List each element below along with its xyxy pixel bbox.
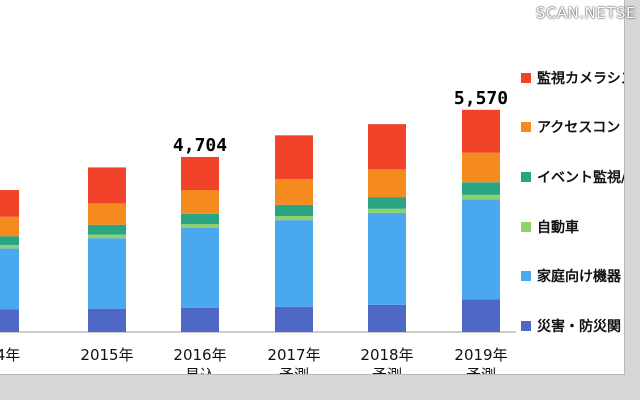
- bar-segment-5-2: [181, 156, 219, 191]
- bar-segment-1-0: [0, 248, 19, 310]
- bar-segment-2-1: [88, 234, 126, 239]
- bar-segment-0-1: [88, 308, 126, 332]
- bar-segment-1-5: [462, 199, 500, 300]
- legend-label-0: 監視カメラシステム: [537, 70, 624, 87]
- bar-segment-0-5: [462, 299, 500, 332]
- bar-segment-5-0: [0, 190, 19, 217]
- bar-segment-1-3: [275, 220, 313, 307]
- x-tick-label-0: 4年: [0, 346, 20, 364]
- x-tick-label-3: 2017年予測: [267, 346, 320, 374]
- legend-label-4: 家庭向け機器: [537, 268, 622, 285]
- bar-segment-5-1: [88, 167, 126, 204]
- x-tick-labels-group: 4年 2015年 2016年見込 2017年予測 2018年予測 2019年予測: [0, 346, 508, 374]
- watermark-text: SCAN.NETSE: [535, 4, 636, 22]
- bar-segment-4-3: [275, 179, 313, 205]
- data-label-1: 5,570: [454, 88, 508, 109]
- bar-segment-2-2: [181, 224, 219, 228]
- bar-segment-4-5: [462, 152, 500, 183]
- bar-segment-5-5: [462, 109, 500, 153]
- bar-segment-0-2: [181, 307, 219, 332]
- bar-segment-2-5: [462, 194, 500, 200]
- bar-segment-0-3: [275, 306, 313, 332]
- bar-segment-4-1: [88, 203, 126, 225]
- legend-label-5: 災害・防災関: [537, 318, 621, 335]
- bar-segment-5-3: [275, 135, 313, 180]
- bar-segment-4-4: [368, 169, 406, 198]
- bar-segment-2-3: [275, 216, 313, 221]
- legend-label-1: アクセスコントロール: [537, 120, 624, 136]
- bars-group: [0, 109, 500, 332]
- legend-swatch-4: [521, 271, 531, 281]
- bar-segment-4-0: [0, 216, 19, 237]
- bar-segment-0-0: [0, 309, 19, 332]
- stacked-bar-chart: 4,704 5,570 4年 2015年 2016年見込 2017年予測 2018年予測 2…: [0, 70, 624, 374]
- legend-swatch-3: [521, 222, 531, 232]
- bar-segment-1-1: [88, 238, 126, 309]
- legend-swatch-5: [521, 321, 531, 331]
- legend-label-3: 自動車: [537, 219, 579, 236]
- data-labels-group: 4,704 5,570: [173, 88, 508, 156]
- bar-segment-3-5: [462, 182, 500, 195]
- chart-panel: 4,704 5,570 4年 2015年 2016年見込 2017年予測 2018年予測 2…: [0, 0, 625, 375]
- bar-segment-1-4: [368, 212, 406, 305]
- bar-segment-3-1: [88, 224, 126, 235]
- bar-segment-0-4: [368, 304, 406, 332]
- legend-swatch-0: [521, 73, 531, 83]
- bar-segment-3-3: [275, 204, 313, 217]
- legend-swatch-1: [521, 122, 531, 132]
- bar-segment-3-0: [0, 236, 19, 245]
- legend: 監視カメラシステムアクセスコントロールイベント監視/通自動車家庭向け機器災害・防…: [521, 70, 624, 335]
- bar-segment-2-4: [368, 208, 406, 213]
- legend-label-2: イベント監視/通: [537, 169, 624, 186]
- x-tick-label-1: 2015年: [80, 346, 133, 364]
- x-tick-label-5: 2019年予測: [454, 346, 507, 374]
- bar-segment-1-2: [181, 227, 219, 308]
- data-label-0: 4,704: [173, 135, 227, 156]
- bar-segment-2-0: [0, 244, 19, 249]
- bar-segment-3-4: [368, 197, 406, 209]
- x-tick-label-2: 2016年見込: [173, 346, 226, 374]
- bar-segment-4-2: [181, 190, 219, 214]
- bar-segment-3-2: [181, 213, 219, 225]
- legend-swatch-2: [521, 172, 531, 182]
- bar-segment-5-4: [368, 124, 406, 170]
- x-tick-label-4: 2018年予測: [360, 346, 413, 374]
